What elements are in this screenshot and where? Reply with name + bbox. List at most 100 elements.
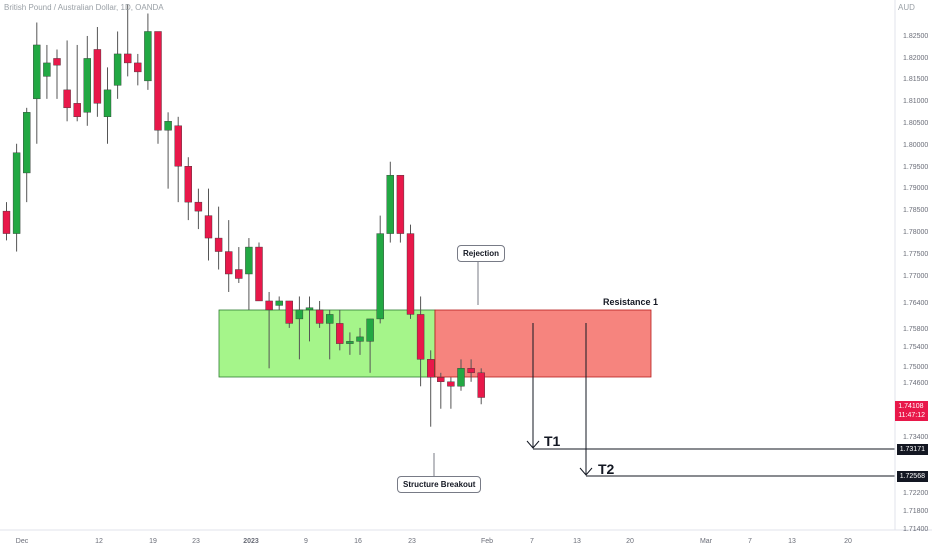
candle-body — [113, 53, 122, 86]
candle-body — [416, 314, 425, 360]
price-tick-label: 1.75000 — [903, 364, 928, 371]
candle-body — [447, 381, 455, 387]
price-tick-label: 1.81500 — [903, 76, 928, 83]
candle-body — [154, 31, 162, 131]
candle-body — [93, 49, 102, 104]
time-tick-label: 7 — [530, 538, 534, 545]
currency-label: AUD — [898, 3, 915, 12]
candle-body — [144, 31, 152, 82]
candle-body — [396, 174, 405, 234]
price-tick-label: 1.80500 — [903, 120, 928, 127]
candle-body — [275, 300, 283, 306]
candle-body — [366, 318, 374, 342]
candle-body — [346, 341, 354, 344]
candle-body — [2, 210, 11, 234]
candle-body — [164, 121, 172, 131]
price-tick-label: 1.74600 — [903, 380, 928, 387]
t1-price-box: 1.73171 — [896, 444, 928, 455]
candle-body — [43, 62, 51, 77]
price-tick-label: 1.80000 — [903, 142, 928, 149]
candle-body — [437, 377, 445, 382]
structure-breakout-callout: Structure Breakout — [397, 476, 482, 493]
candle-body — [123, 53, 132, 64]
candle-body — [194, 201, 203, 212]
candle-body — [53, 58, 61, 66]
target-1-label: T1 — [544, 433, 561, 449]
time-tick-label: 13 — [573, 538, 581, 545]
rejection-callout: Rejection — [457, 245, 506, 262]
time-tick-label: 7 — [748, 538, 752, 545]
candles-layer — [2, 4, 485, 427]
target-2-arrowhead — [579, 467, 593, 476]
candle-body — [265, 300, 273, 311]
time-tick-label: 20 — [844, 538, 852, 545]
price-tick-label: 1.76400 — [903, 300, 928, 307]
price-tick-label: 1.82500 — [903, 33, 928, 40]
candle-body — [386, 174, 394, 234]
time-tick-label: Feb — [481, 538, 493, 545]
candle-body — [204, 215, 213, 239]
candle-body — [315, 309, 324, 324]
candle-body — [63, 89, 71, 109]
candle-body — [427, 359, 435, 378]
time-tick-label: 9 — [304, 538, 308, 545]
time-axis[interactable]: Dec 12 19 23 2023 9 16 23 Feb 7 13 20 Mar 7 13 20 — [16, 538, 852, 545]
target-1-arrowhead — [526, 440, 540, 449]
time-tick-label: 20 — [626, 538, 634, 545]
price-tick-label: 1.79500 — [903, 164, 928, 171]
time-tick-label: 23 — [192, 538, 200, 545]
candle-body — [326, 314, 334, 324]
price-tick-label: 1.73400 — [903, 434, 928, 441]
chart-title: British Pound / Australian Dollar, 1D, O… — [4, 3, 164, 12]
t2-price-box: 1.72568 — [896, 471, 928, 482]
price-axis[interactable]: 1.82500 1.82000 1.81500 1.81000 1.80500 1.800… — [903, 33, 928, 533]
candle-body — [457, 368, 465, 387]
candle-body — [214, 237, 223, 252]
price-tick-label: 1.79000 — [903, 185, 928, 192]
time-tick-label: 23 — [408, 538, 416, 545]
price-tick-label: 1.81000 — [903, 98, 928, 105]
countdown-value: 11:47:12 — [898, 412, 925, 419]
candle-body — [285, 300, 293, 324]
time-tick-label: 13 — [788, 538, 796, 545]
price-tick-label: 1.75800 — [903, 326, 928, 333]
candle-body — [184, 166, 193, 203]
candle-body — [33, 44, 41, 100]
candle-body — [12, 152, 21, 234]
candle-body — [376, 233, 384, 320]
candle-body — [305, 307, 314, 311]
candle-body — [174, 125, 182, 167]
price-tick-label: 1.71800 — [903, 508, 928, 515]
time-tick-label: Mar — [700, 538, 713, 545]
time-tick-label: 2023 — [243, 538, 259, 545]
time-tick-label: 19 — [149, 538, 157, 545]
candle-body — [235, 269, 243, 279]
candle-body — [103, 89, 112, 118]
price-tick-label: 1.82000 — [903, 55, 928, 62]
price-tick-label: 1.77000 — [903, 273, 928, 280]
candle-body — [477, 372, 485, 398]
candle-body — [356, 336, 364, 342]
candle-body — [134, 62, 142, 73]
resistance-zone — [434, 309, 652, 378]
candle-body — [73, 103, 81, 118]
price-tick-label: 1.77500 — [903, 251, 928, 258]
candle-body — [467, 368, 475, 374]
current-price-value: 1.74108 — [898, 403, 924, 410]
time-tick-label: 12 — [95, 538, 103, 545]
price-tick-label: 1.78000 — [903, 229, 928, 236]
time-tick-label: Dec — [16, 538, 29, 545]
candle-body — [23, 112, 31, 174]
candle-body — [255, 246, 263, 302]
resistance-label: Resistance 1 — [603, 297, 659, 307]
price-tick-label: 1.75400 — [903, 344, 928, 351]
candle-body — [245, 246, 253, 275]
price-tick-label: 1.78500 — [903, 207, 928, 214]
current-price-box: 1.74108 11:47:12 — [895, 401, 928, 421]
candle-body — [224, 251, 233, 275]
target-2-label: T2 — [598, 461, 615, 477]
candle-body — [295, 309, 304, 320]
candle-body — [336, 323, 344, 344]
candle-body — [83, 58, 92, 113]
